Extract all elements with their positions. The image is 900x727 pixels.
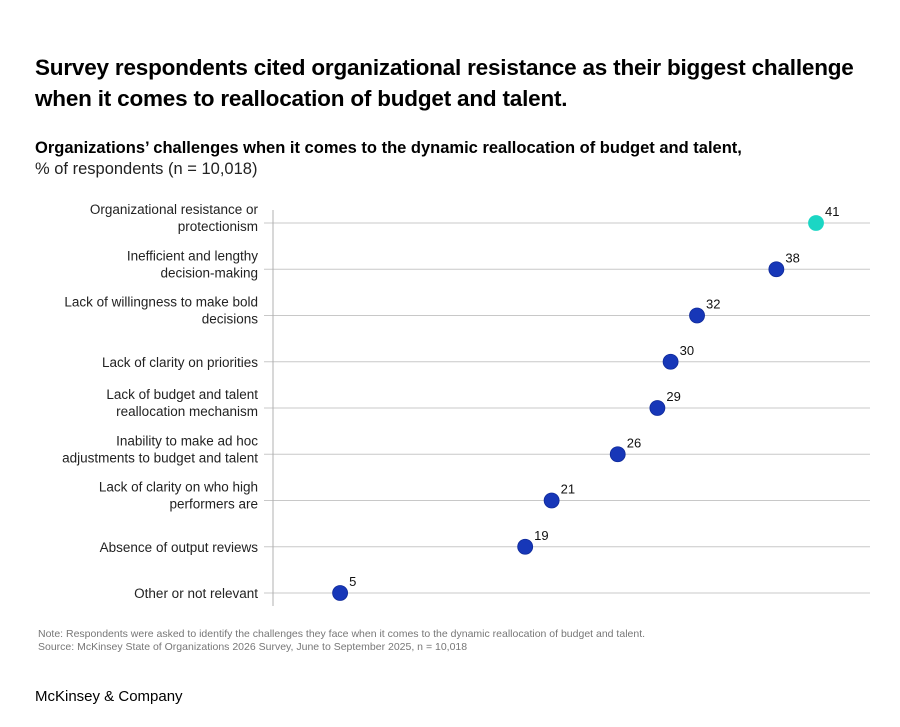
value-label: 30 <box>680 343 694 358</box>
unit-text: % of respondents (n = 10,018) <box>35 160 258 178</box>
category-label: Lack of clarity on who high performers ar… <box>99 480 258 512</box>
brand-logo-text: McKinsey & Company <box>35 688 183 705</box>
category-label-line: decisions <box>202 312 259 327</box>
category-label-line: adjustments to budget and talent <box>62 450 258 465</box>
data-point-highlighted <box>808 215 824 231</box>
chart-title: Survey respondents cited organizational … <box>35 55 854 111</box>
data-point <box>649 400 666 416</box>
chart-footnote: Note: Respondents were asked to identify… <box>38 628 645 654</box>
value-label: 38 <box>785 250 799 265</box>
category-label-line: Lack of clarity on who high <box>99 480 258 495</box>
note-text: Note: Respondents were asked to identify… <box>38 628 646 640</box>
category-label-line: Inability to make ad hoc <box>116 433 258 448</box>
value-label: 19 <box>534 528 548 543</box>
value-label: 41 <box>825 204 839 219</box>
category-label: Organizational resistance or protectionis… <box>90 202 259 234</box>
data-points <box>332 215 824 601</box>
data-point <box>662 353 679 370</box>
gridlines <box>264 222 870 594</box>
category-label: Absence of output reviews <box>100 540 259 555</box>
category-label: Lack of clarity on priorities <box>102 355 258 370</box>
value-label: 26 <box>627 435 641 450</box>
chart-subtitle: Organizations’ challenges when it comes … <box>35 138 855 180</box>
category-label-line: Inefficient and lengthy <box>127 248 258 263</box>
category-label-line: performers are <box>169 497 258 512</box>
value-label: 32 <box>706 297 720 312</box>
value-label: 29 <box>666 389 680 404</box>
category-label-line: protectionism <box>178 219 258 234</box>
data-point <box>543 492 560 509</box>
category-label-line: reallocation mechanism <box>116 404 258 419</box>
category-label-line: Lack of willingness to make bold <box>64 295 258 310</box>
category-label: Other or not relevant <box>134 586 258 601</box>
category-label: Inability to make ad hoc adjustments to b… <box>62 433 258 465</box>
data-point <box>332 585 349 601</box>
category-label: Inefficient and lengthy decision-making <box>127 248 258 280</box>
category-label-line: Organizational resistance or <box>90 202 259 217</box>
source-text: Source: McKinsey State of Organizations … <box>38 641 468 653</box>
category-label: Lack of willingness to make bold decision… <box>64 295 258 327</box>
data-point <box>609 446 626 463</box>
value-label: 5 <box>349 574 356 589</box>
category-label-line: Other or not relevant <box>134 586 258 601</box>
subtitle-text: Organizations’ challenges when it comes … <box>35 139 742 157</box>
value-label: 21 <box>561 482 575 497</box>
category-label-line: Absence of output reviews <box>100 540 259 555</box>
category-labels: Organizational resistance or protectionis… <box>62 202 258 601</box>
data-point <box>689 307 705 324</box>
data-point <box>768 261 785 278</box>
data-point <box>517 538 534 555</box>
value-labels: 41 38 32 30 29 26 21 19 5 <box>349 204 839 589</box>
category-label: Lack of budget and talent reallocation me… <box>106 387 258 419</box>
category-label-line: decision-making <box>160 265 258 280</box>
category-label-line: Lack of budget and talent <box>106 387 258 402</box>
category-label-line: Lack of clarity on priorities <box>102 355 258 370</box>
